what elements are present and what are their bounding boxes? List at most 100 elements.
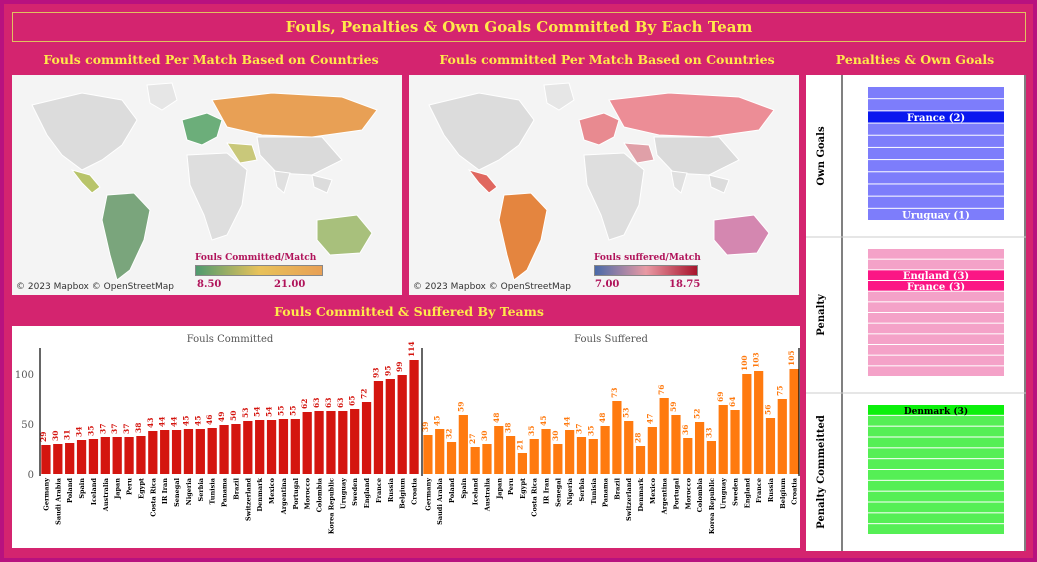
penalty-segment[interactable]: [868, 249, 1004, 259]
bar[interactable]: [88, 439, 99, 474]
map-region-in[interactable]: [670, 170, 688, 194]
bar[interactable]: [529, 439, 539, 474]
map-region-ru[interactable]: [608, 92, 775, 138]
penalty-segment[interactable]: [868, 196, 1004, 208]
bar[interactable]: [777, 399, 787, 474]
bar[interactable]: [136, 436, 146, 474]
bar[interactable]: [505, 436, 516, 474]
penalty-segment[interactable]: [868, 208, 1004, 220]
map-region-in[interactable]: [273, 170, 291, 194]
bar[interactable]: [423, 435, 433, 474]
bar[interactable]: [742, 374, 752, 474]
penalty-segment[interactable]: [868, 448, 1004, 459]
bar[interactable]: [171, 430, 182, 474]
bar[interactable]: [683, 438, 693, 474]
map-region-af[interactable]: [186, 152, 248, 241]
bar[interactable]: [553, 444, 563, 474]
map-region-au[interactable]: [316, 214, 373, 256]
bar[interactable]: [112, 437, 122, 474]
penalty-segment[interactable]: [868, 405, 1004, 415]
map-region-gr[interactable]: [146, 82, 178, 111]
bar[interactable]: [409, 360, 419, 474]
penalty-segment[interactable]: [868, 313, 1004, 323]
penalty-segment[interactable]: [868, 480, 1004, 491]
bar[interactable]: [576, 437, 587, 474]
bar[interactable]: [338, 411, 348, 474]
bar[interactable]: [41, 445, 51, 474]
bar[interactable]: [278, 419, 289, 474]
bar[interactable]: [624, 421, 634, 474]
penalty-segment[interactable]: [868, 334, 1004, 344]
bar[interactable]: [789, 369, 799, 474]
bar[interactable]: [612, 401, 622, 474]
penalty-segment[interactable]: [868, 147, 1004, 160]
penalty-segment[interactable]: [868, 302, 1004, 312]
bar[interactable]: [100, 437, 110, 474]
penalty-segment[interactable]: [868, 270, 1004, 280]
bar[interactable]: [446, 442, 457, 474]
bar[interactable]: [765, 418, 776, 474]
bar[interactable]: [694, 422, 705, 474]
penalty-segment[interactable]: [868, 524, 1004, 534]
penalty-segment[interactable]: [868, 470, 1004, 480]
bar[interactable]: [647, 427, 657, 474]
bar[interactable]: [494, 426, 504, 474]
penalty-segment[interactable]: [868, 355, 1004, 366]
bar[interactable]: [361, 402, 372, 474]
map-region-se[interactable]: [708, 174, 730, 194]
penalty-segment[interactable]: [868, 459, 1004, 469]
bar[interactable]: [754, 371, 764, 474]
bar[interactable]: [350, 409, 360, 474]
map-region-na[interactable]: [428, 92, 535, 171]
map-region-eu[interactable]: [578, 112, 620, 146]
map-region-ca[interactable]: [467, 169, 498, 194]
penalty-segment[interactable]: [868, 281, 1004, 291]
bar[interactable]: [219, 425, 229, 474]
bar[interactable]: [482, 444, 492, 474]
bar[interactable]: [302, 412, 312, 474]
bar[interactable]: [435, 429, 445, 474]
bar[interactable]: [266, 420, 277, 474]
penalty-segment[interactable]: [868, 259, 1004, 270]
bar[interactable]: [76, 440, 87, 474]
penalty-segment[interactable]: [868, 99, 1004, 111]
penalty-segment[interactable]: [868, 323, 1004, 334]
bar[interactable]: [231, 424, 241, 474]
map-region-ca[interactable]: [70, 169, 101, 194]
penalty-segment[interactable]: [868, 184, 1004, 196]
bar[interactable]: [397, 375, 407, 474]
bar[interactable]: [243, 421, 253, 474]
penalty-segment[interactable]: [868, 291, 1004, 302]
bar[interactable]: [65, 443, 75, 474]
penalty-segment[interactable]: [868, 426, 1004, 437]
penalty-segment[interactable]: [868, 366, 1004, 376]
map-region-eu[interactable]: [181, 112, 223, 146]
penalty-segment[interactable]: [868, 111, 1004, 123]
bar[interactable]: [718, 405, 728, 474]
penalty-segment[interactable]: [868, 172, 1004, 184]
bar[interactable]: [458, 415, 468, 474]
bar[interactable]: [517, 453, 528, 474]
penalty-segment[interactable]: [868, 160, 1004, 172]
penalty-segment[interactable]: [868, 415, 1004, 426]
bar[interactable]: [706, 441, 717, 474]
map-region-au[interactable]: [713, 214, 770, 256]
bar[interactable]: [53, 444, 63, 474]
penalty-segment[interactable]: [868, 135, 1004, 147]
penalty-segment[interactable]: [868, 87, 1004, 99]
bar[interactable]: [600, 426, 610, 474]
bar[interactable]: [565, 430, 575, 474]
bar[interactable]: [659, 398, 669, 474]
map-region-gr[interactable]: [543, 82, 575, 111]
bar[interactable]: [314, 411, 324, 474]
bar[interactable]: [195, 429, 205, 474]
map-region-na[interactable]: [31, 92, 138, 171]
bar[interactable]: [148, 431, 158, 474]
map-region-me[interactable]: [226, 142, 258, 164]
map-region-se[interactable]: [311, 174, 333, 194]
bar[interactable]: [124, 437, 134, 474]
bar[interactable]: [160, 430, 170, 474]
bar[interactable]: [207, 428, 217, 474]
bar[interactable]: [730, 410, 740, 474]
penalty-segment[interactable]: [868, 513, 1004, 524]
